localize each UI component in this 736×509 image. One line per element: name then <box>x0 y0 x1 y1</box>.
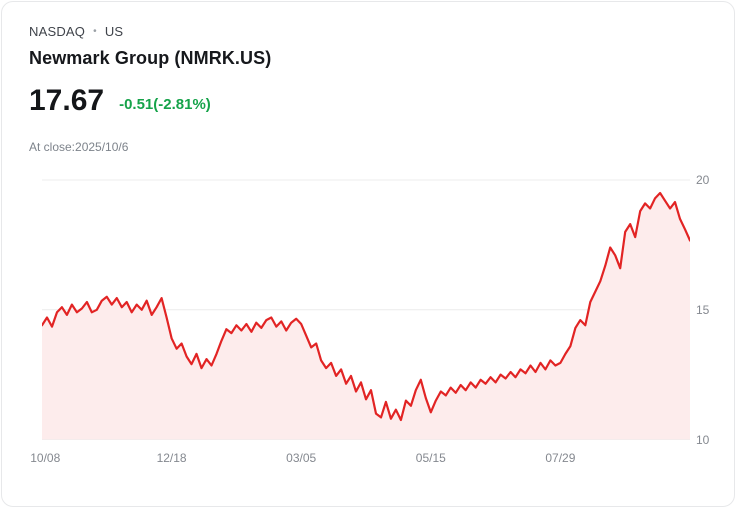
stock-title: Newmark Group (NMRK.US) <box>29 48 272 68</box>
price-chart-svg[interactable] <box>42 172 690 442</box>
x-axis-label: 05/15 <box>415 451 446 465</box>
exchange-label: NASDAQ <box>29 24 86 39</box>
price-row: 17.67 -0.51(-2.81%) <box>29 86 211 116</box>
x-axis-label: 03/05 <box>286 451 317 465</box>
price-change: -0.51(-2.81%) <box>119 96 211 113</box>
country-label: US <box>104 24 124 39</box>
separator-dot: • <box>93 25 97 37</box>
area-fill <box>42 193 690 440</box>
exchange-row: NASDAQ • US <box>29 24 271 39</box>
y-axis-label: 10 <box>696 432 710 447</box>
price-value: 17.67 <box>29 84 105 117</box>
y-axis-label: 15 <box>696 302 710 317</box>
x-axis-label: 12/18 <box>156 451 187 465</box>
close-timestamp: At close:2025/10/6 <box>29 140 129 154</box>
x-axis-label: 10/08 <box>30 451 61 465</box>
y-axis-label: 20 <box>696 173 710 187</box>
quote-header: NASDAQ • US Newmark Group (NMRK.US) <box>29 24 271 69</box>
price-line <box>42 191 690 422</box>
x-axis-label: 07/29 <box>545 451 576 465</box>
